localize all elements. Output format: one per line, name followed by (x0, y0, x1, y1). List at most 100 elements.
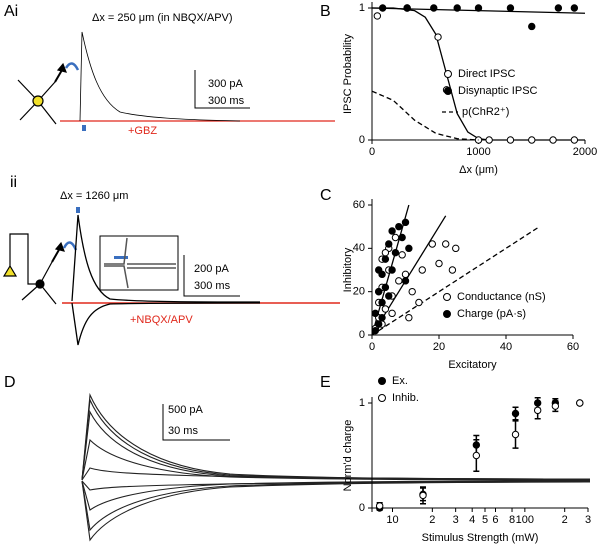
point (378, 313, 386, 322)
point (533, 406, 542, 415)
trace (79, 31, 241, 122)
y-tick-label: 1 (359, 397, 365, 409)
x-tick-label: 2 (429, 514, 435, 526)
x-tick-label: 0 (369, 341, 375, 353)
y-tick-label: 0 (359, 329, 365, 341)
point (472, 451, 481, 460)
stim-bar (76, 207, 80, 213)
legend-label: Direct IPSC (458, 68, 516, 80)
scale-label: 300 ms (208, 95, 245, 107)
x-tick-label: 60 (567, 341, 579, 353)
point (385, 292, 393, 300)
x-tick-label: 0 (369, 146, 375, 158)
panel-label: ii (10, 174, 17, 191)
point (378, 4, 387, 12)
point (385, 240, 393, 248)
point (395, 222, 403, 231)
scale-bar (183, 255, 240, 297)
scale-label: 300 pA (208, 78, 244, 90)
point (554, 4, 563, 12)
legend-label: Inhib. (392, 392, 419, 404)
scale-label: 30 ms (168, 425, 198, 437)
trace (71, 302, 261, 346)
point (388, 266, 396, 274)
scale-bar (194, 70, 250, 109)
y-axis-label: IPSC Probability (342, 33, 354, 114)
point (570, 136, 579, 144)
legend-label: Disynaptic IPSC (458, 85, 538, 97)
y-axis-label: Inhibitory (342, 247, 354, 292)
point (391, 233, 400, 242)
panel-label: B (320, 3, 331, 20)
point (401, 277, 410, 285)
point (375, 320, 383, 328)
point (405, 313, 413, 322)
legend-marker (443, 293, 451, 301)
x-tick-label: 10 (386, 514, 398, 526)
point (388, 227, 396, 235)
point (528, 136, 536, 144)
trace-title: Δx = 250 μm (in NBQX/APV) (92, 12, 233, 24)
point (388, 309, 396, 318)
x-tick-label: 3 (585, 514, 591, 526)
point (415, 298, 423, 307)
point (381, 283, 390, 292)
point (419, 491, 427, 500)
point (528, 22, 536, 31)
x-axis-label: Stimulus Strength (mW) (422, 532, 539, 544)
point (551, 402, 560, 410)
x-tick-label: 3 (453, 514, 459, 526)
x-tick-label: 5 (482, 514, 488, 526)
inset-trace (104, 237, 176, 289)
x-tick-label: 2 (562, 514, 568, 526)
y-tick-label: 0 (359, 502, 365, 514)
point (375, 266, 383, 274)
point (549, 136, 557, 144)
point (403, 4, 411, 12)
scale-label: 200 pA (194, 263, 230, 275)
trace-title: Δx = 1260 μm (60, 190, 128, 202)
point (391, 248, 400, 257)
point (506, 136, 515, 144)
y-tick-label: 60 (353, 199, 365, 211)
scale-label: 500 pA (168, 404, 204, 416)
point (401, 270, 410, 279)
panel-label: E (320, 374, 331, 391)
legend-label: Charge (pA·s) (457, 308, 526, 320)
inset-stim (114, 256, 128, 259)
traces (81, 392, 591, 542)
point (570, 4, 579, 12)
x-tick-label: 100 (516, 514, 534, 526)
point (430, 4, 438, 12)
x-tick-label: 4 (469, 514, 475, 526)
x-tick-label: 1000 (466, 146, 490, 158)
panel-label: D (4, 374, 16, 391)
point (511, 430, 520, 439)
circuit-schematic (2, 233, 78, 305)
legend-marker (378, 377, 386, 385)
y-axis-label: Norm'd charge (342, 420, 354, 492)
legend-marker (444, 87, 452, 95)
x-tick-label: 6 (492, 514, 498, 526)
legend-marker (444, 70, 452, 78)
point (435, 259, 443, 268)
drug-label: +NBQX/APV (130, 314, 193, 326)
y-tick-label: 0 (359, 134, 365, 146)
x-tick-label: 2000 (573, 146, 597, 158)
point (375, 287, 383, 296)
inset (99, 235, 179, 291)
x-axis-label: Δx (μm) (459, 164, 498, 176)
legend-marker (378, 394, 386, 402)
point (371, 326, 380, 335)
legend-marker (443, 310, 451, 318)
x-tick-label: 20 (433, 341, 445, 353)
point (381, 248, 390, 257)
axis (368, 397, 588, 512)
point (375, 502, 384, 510)
drug-label: +GBZ (128, 125, 157, 137)
point (434, 33, 442, 41)
point (398, 233, 406, 242)
point (511, 409, 520, 418)
legend-label: Ex. (392, 375, 408, 387)
